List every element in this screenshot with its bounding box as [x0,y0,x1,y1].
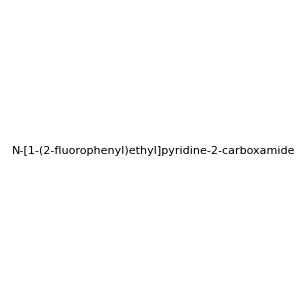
Text: N-[1-(2-fluorophenyl)ethyl]pyridine-2-carboxamide: N-[1-(2-fluorophenyl)ethyl]pyridine-2-ca… [12,146,296,157]
